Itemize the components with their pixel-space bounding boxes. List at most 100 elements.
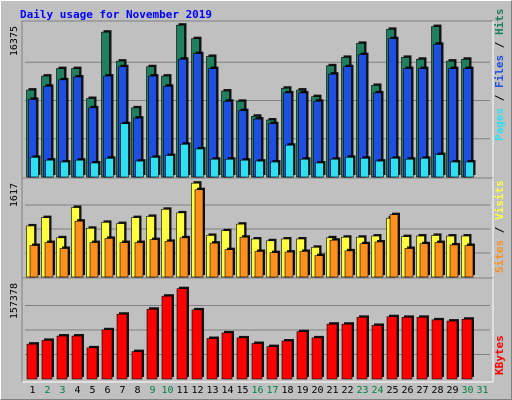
bar-sites xyxy=(449,244,459,278)
bar-sites xyxy=(269,252,279,278)
bar-kbytes xyxy=(176,288,188,380)
bar-pages xyxy=(75,159,84,178)
bar-kbytes xyxy=(386,316,398,380)
bar-pages xyxy=(90,162,99,178)
x-tick-label: 4 xyxy=(74,385,80,396)
bar-sites xyxy=(284,251,294,278)
x-tick-label: 2 xyxy=(44,385,50,396)
x-tick-label: 19 xyxy=(296,385,308,396)
bar-sites xyxy=(389,214,399,278)
x-tick-label: 21 xyxy=(326,385,338,396)
bar-kbytes xyxy=(101,329,113,380)
legend-visits-sites: Sites / Visits xyxy=(493,180,506,273)
x-tick-label: 12 xyxy=(191,385,203,396)
legend-sites: Sites xyxy=(493,240,506,273)
bar-pages xyxy=(345,157,354,178)
x-tick-label: 11 xyxy=(176,385,188,396)
x-tick-label: 10 xyxy=(161,385,173,396)
bar-kbytes xyxy=(236,337,248,380)
bar-kbytes xyxy=(446,320,458,380)
bar-sites xyxy=(119,242,129,278)
bar-sites xyxy=(329,239,339,278)
y-max-label: 1617 xyxy=(9,183,20,207)
bar-pages xyxy=(195,148,204,178)
legend-separator: / xyxy=(493,220,506,240)
bar-kbytes xyxy=(146,308,158,380)
x-tick-label: 17 xyxy=(266,385,278,396)
bar-sites xyxy=(179,237,189,278)
x-tick-label: 13 xyxy=(206,385,218,396)
x-tick-label: 1 xyxy=(29,385,35,396)
x-tick-label: 30 xyxy=(461,385,473,396)
bar-pages xyxy=(120,123,129,178)
bar-sites xyxy=(359,243,369,278)
x-tick-label: 24 xyxy=(371,385,383,396)
bar-sites xyxy=(29,245,39,278)
y-max-label: 16375 xyxy=(9,26,20,56)
x-tick-label: 29 xyxy=(446,385,458,396)
bar-sites xyxy=(254,251,264,278)
bar-pages xyxy=(300,158,309,178)
legend-separator: / xyxy=(493,88,506,108)
bar-pages xyxy=(255,160,264,178)
bar-pages xyxy=(165,155,174,178)
bar-pages xyxy=(285,144,294,178)
bar-pages xyxy=(225,158,234,178)
x-tick-label: 6 xyxy=(104,385,110,396)
bar-kbytes xyxy=(281,340,293,380)
x-tick-label: 5 xyxy=(89,385,95,396)
bar-kbytes xyxy=(461,318,473,380)
bar-sites xyxy=(194,189,204,278)
bar-pages xyxy=(240,159,249,178)
bar-sites xyxy=(209,242,219,278)
x-tick-label: 15 xyxy=(236,385,248,396)
bar-sites xyxy=(314,255,324,278)
bar-kbytes xyxy=(251,343,263,380)
x-tick-label: 7 xyxy=(119,385,125,396)
bar-sites xyxy=(239,236,249,278)
bar-kbytes xyxy=(86,347,98,380)
legend-pages: Pages xyxy=(493,108,506,141)
x-tick-label: 22 xyxy=(341,385,353,396)
bar-sites xyxy=(44,242,54,278)
x-tick-label: 26 xyxy=(401,385,413,396)
bar-kbytes xyxy=(296,331,308,380)
bar-kbytes xyxy=(416,317,428,380)
bar-kbytes xyxy=(191,309,203,380)
bar-sites xyxy=(89,242,99,278)
bar-files xyxy=(388,38,397,178)
bar-kbytes xyxy=(356,317,368,380)
bar-kbytes xyxy=(326,323,338,380)
bar-sites xyxy=(224,249,234,278)
legend-files: Files xyxy=(493,55,506,88)
legend-kbytes: KBytes xyxy=(493,335,506,375)
x-tick-label: 28 xyxy=(431,385,443,396)
legend-visits: Visits xyxy=(493,180,506,220)
bar-sites xyxy=(404,248,414,278)
bar-pages xyxy=(435,154,444,178)
bar-pages xyxy=(330,158,339,178)
legend-separator: / xyxy=(493,35,506,55)
bar-pages xyxy=(360,158,369,178)
bar-sites xyxy=(59,248,69,278)
bar-pages xyxy=(270,161,279,178)
bar-kbytes xyxy=(26,343,38,380)
bar-kbytes xyxy=(56,335,68,380)
x-tick-label: 18 xyxy=(281,385,293,396)
bar-pages xyxy=(375,160,384,178)
bar-kbytes xyxy=(401,317,413,380)
bar-kbytes xyxy=(71,335,83,380)
legend-kbytes: KBytes xyxy=(493,335,506,375)
bar-sites xyxy=(164,241,174,278)
bar-pages xyxy=(60,161,69,178)
bar-kbytes xyxy=(341,323,353,380)
bar-sites xyxy=(374,241,384,278)
bar-pages xyxy=(180,143,189,178)
bar-sites xyxy=(434,242,444,278)
bar-pages xyxy=(135,160,144,178)
bar-kbytes xyxy=(161,295,173,380)
bar-pages xyxy=(450,161,459,178)
bar-sites xyxy=(134,242,144,278)
x-tick-label: 8 xyxy=(134,385,140,396)
